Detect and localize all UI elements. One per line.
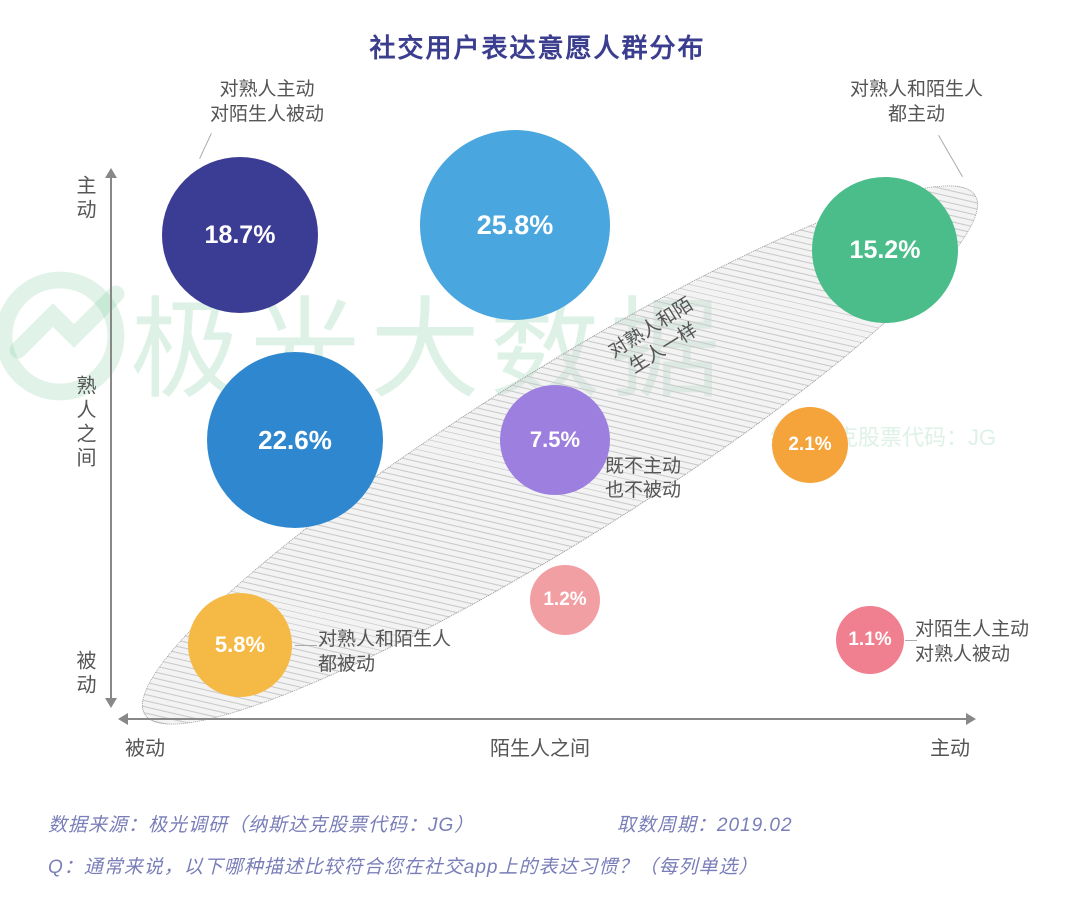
bubble-b075: 7.5%: [500, 385, 610, 495]
question-value: 通常来说，以下哪种描述比较符合您在社交app上的表达习惯？（每列单选）: [84, 857, 759, 878]
bubble-b258: 25.8%: [420, 130, 610, 320]
x-label-left: 被动: [125, 732, 165, 761]
x-axis: [128, 718, 966, 720]
y-axis-arrow-down: [105, 698, 117, 708]
y-label-mid: 熟人之间: [70, 375, 99, 471]
x-axis-arrow-left: [118, 713, 128, 725]
annot-tl: 对熟人主动 对陌生人被动: [210, 78, 324, 127]
bubble-b012: 1.2%: [530, 565, 600, 635]
annot-br: 对陌生人主动 对熟人被动: [915, 618, 1029, 667]
x-label-mid: 陌生人之间: [490, 732, 590, 761]
footer-line-1: 数据来源：极光调研（纳斯达克股票代码：JG） 取数周期：2019.02: [48, 810, 793, 837]
diag-label-lower: 既不主动 也不被动: [605, 455, 681, 503]
y-label-bottom: 被动: [70, 650, 99, 698]
y-axis-arrow-up: [105, 168, 117, 178]
period-value: 2019.02: [717, 815, 793, 836]
y-label-top: 主动: [70, 175, 99, 223]
bubble-b011: 1.1%: [836, 606, 904, 674]
bubble-b187: 18.7%: [162, 157, 318, 313]
footer-line-2: Q：通常来说，以下哪种描述比较符合您在社交app上的表达习惯？（每列单选）: [48, 852, 758, 879]
chart-title: 社交用户表达意愿人群分布: [0, 28, 1075, 65]
bubble-chart: 对熟人和陌 生人一样 既不主动 也不被动 主动 熟人之间 被动 被动 陌生人之间…: [110, 120, 980, 740]
question-label: Q：: [48, 857, 84, 878]
x-label-right: 主动: [930, 732, 970, 761]
bubble-b152: 15.2%: [812, 177, 958, 323]
leader-tr: [938, 135, 963, 177]
bubble-b058: 5.8%: [188, 593, 292, 697]
bubble-b021: 2.1%: [772, 407, 848, 483]
source-label: 数据来源：: [48, 815, 148, 836]
y-axis: [110, 178, 112, 698]
annot-tr: 对熟人和陌生人 都主动: [850, 78, 983, 127]
leader-tl: [199, 133, 212, 159]
x-axis-arrow-right: [966, 713, 976, 725]
leader-bl: [295, 645, 317, 646]
bubble-b226: 22.6%: [207, 352, 383, 528]
period-label: 取数周期：: [617, 815, 717, 836]
source-value: 极光调研（纳斯达克股票代码：JG）: [148, 815, 474, 836]
leader-br: [905, 640, 917, 641]
annot-bl: 对熟人和陌生人 都被动: [318, 628, 451, 677]
